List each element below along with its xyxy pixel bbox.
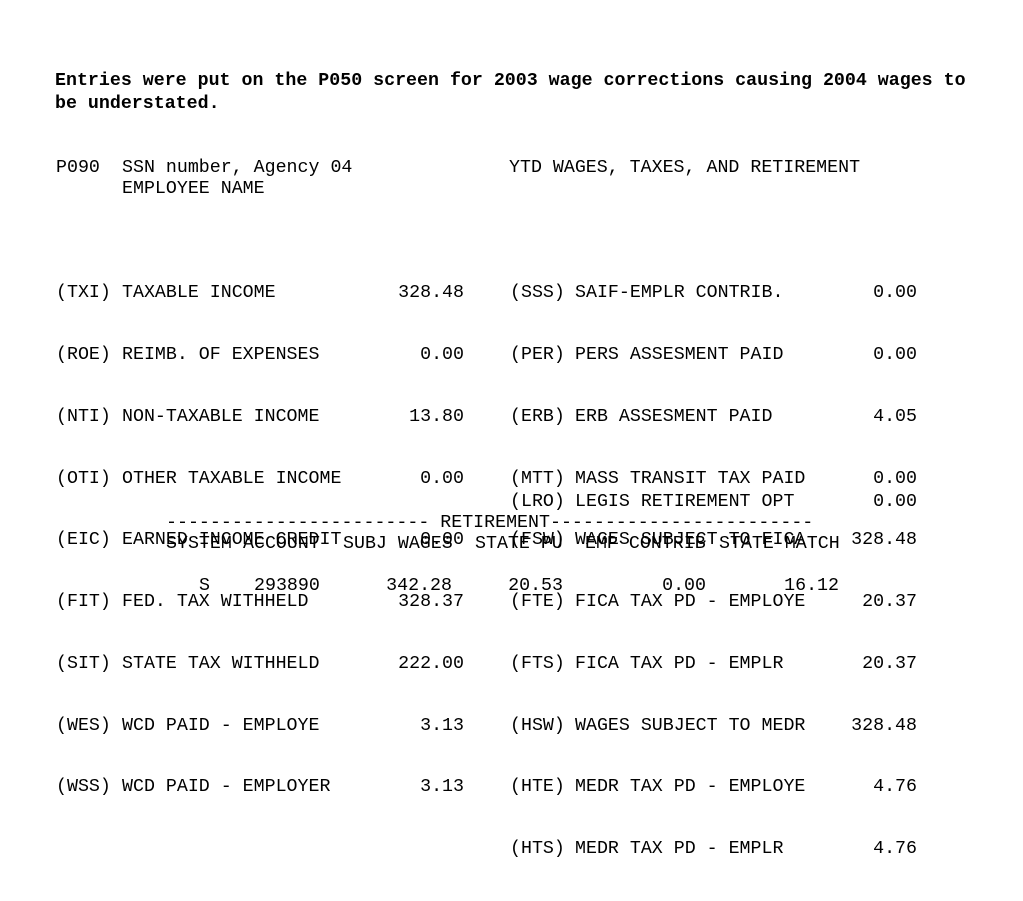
item-code: (SIT) [56,653,111,674]
item-code: (ROE) [56,344,111,365]
ssn-agency: SSN number, Agency 04 [122,158,353,178]
header-system: SYSTEM [166,534,232,554]
item-value: 0.00 [420,344,464,365]
item-label: STATE TAX WITHHELD [122,653,320,674]
item-code: (SSS) [510,283,565,304]
item-label: MASS TRANSIT TAX PAID [575,468,806,489]
item-label: FICA TAX PD - EMPLOYE [575,592,806,613]
right-items: (SSS) (PER) (ERB) (MTT) (FSW) (FTE) (FTS… [0,185,1023,859]
lro-code: (LRO) [510,492,565,512]
employee-name: EMPLOYEE NAME [122,179,265,199]
retirement-divider: ------------------------ RETIREMENT-----… [166,513,814,533]
item-value: 20.37 [862,592,917,613]
row-emp-contrib: 0.00 [662,576,706,596]
item-label: FED. TAX WITHHELD [122,592,309,613]
item-label: TAXABLE INCOME [122,283,276,304]
item-code: (HTS) [510,839,565,860]
item-code: (OTI) [56,468,111,489]
item-label: ERB ASSESMENT PAID [575,406,773,427]
lro-value: 0.00 [873,492,917,512]
item-value: 0.00 [420,468,464,489]
item-value: 13.80 [409,406,464,427]
item-code: (EIC) [56,530,111,551]
item-label: WAGES SUBJECT TO FICA [575,530,806,551]
lro-label: LEGIS RETIREMENT OPT [575,492,795,512]
screen-code: P090 [56,158,100,178]
item-value: 328.48 [851,530,917,551]
left-codes: (TXI) (ROE) (NTI) (OTI) (EIC) (FIT) (SIT… [56,242,118,839]
item-value: 4.76 [873,777,917,798]
item-code: (PER) [510,344,565,365]
item-label: MEDR TAX PD - EMPLR [575,839,784,860]
item-label: PERS ASSESMENT PAID [575,344,784,365]
item-label: WCD PAID - EMPLOYE [122,715,320,736]
item-label: WCD PAID - EMPLOYER [122,777,331,798]
retirement-section: ------------------------ RETIREMENT-----… [0,350,1023,680]
item-label: REIMB. OF EXPENSES [122,344,320,365]
item-label: FICA TAX PD - EMPLR [575,653,784,674]
row-system: S [199,576,210,596]
item-value: 0.00 [873,468,917,489]
item-label: MEDR TAX PD - EMPLOYE [575,777,806,798]
item-code: (FSW) [510,530,565,551]
lro-line: (LRO) LEGIS RETIREMENT OPT 0.00 [0,268,1023,512]
item-value: 4.05 [873,406,917,427]
item-code: (WES) [56,715,111,736]
item-label: SAIF-EMPLR CONTRIB. [575,283,784,304]
item-code: (FTS) [510,653,565,674]
item-code: (NTI) [56,406,111,427]
item-value: 328.37 [398,592,464,613]
header-state-match: STATE MATCH [719,534,840,554]
header-emp-contrib: EMP CONTRIB [585,534,706,554]
item-code: (HSW) [510,715,565,736]
screen-header: P090 SSN number, Agency 04 EMPLOYEE NAME… [0,0,1023,199]
item-value: 0.00 [873,344,917,365]
item-label: WAGES SUBJECT TO MEDR [575,715,806,736]
item-code: (ERB) [510,406,565,427]
screen-title: YTD WAGES, TAXES, AND RETIREMENT [509,158,861,178]
item-value: 328.48 [398,283,464,304]
item-value: 222.00 [398,653,464,674]
row-account: 293890 [254,576,320,596]
item-value: 328.48 [851,715,917,736]
item-value: 0.00 [420,530,464,551]
item-value: 4.76 [873,839,917,860]
row-subj-wages: 342.28 [386,576,452,596]
item-code: (TXI) [56,283,111,304]
row-state-match: 16.12 [784,576,839,596]
item-label: EARNED INCOME CREDIT [122,530,342,551]
item-value: 3.13 [420,715,464,736]
right-labels: SAIF-EMPLR CONTRIB. PERS ASSESMENT PAID … [575,242,835,901]
item-code: (FIT) [56,592,111,613]
header-state-pu: STATE PU [475,534,563,554]
item-code: (FTE) [510,592,565,613]
item-code: (HTE) [510,777,565,798]
header-account: ACCOUNT [243,534,320,554]
item-label: NON-TAXABLE INCOME [122,406,320,427]
item-code: (MTT) [510,468,565,489]
item-value: 0.00 [873,283,917,304]
header-subj-wages: SUBJ WAGES [343,534,453,554]
item-value: 20.37 [862,653,917,674]
item-label: OTHER TAXABLE INCOME [122,468,342,489]
item-value: 3.13 [420,777,464,798]
right-codes: (SSS) (PER) (ERB) (MTT) (FSW) (FTE) (FTS… [510,242,572,901]
item-code: (WSS) [56,777,111,798]
right-values: 0.00 0.00 4.05 0.00 328.48 20.37 20.37 3… [837,242,917,901]
row-state-pu: 20.53 [508,576,563,596]
correction-note: Entries were put on the P050 screen for … [55,71,977,114]
